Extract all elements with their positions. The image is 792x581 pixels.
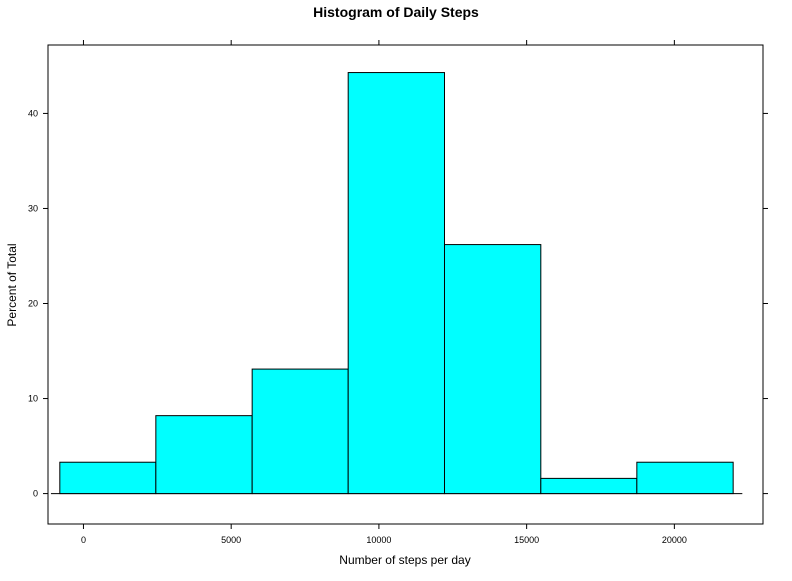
y-tick-label: 40 <box>28 108 38 118</box>
x-tick-label: 5000 <box>221 535 241 545</box>
y-tick-label: 20 <box>28 299 38 309</box>
x-tick-label: 10000 <box>366 535 391 545</box>
axis-ticks-group: 0 5000 10000 15000 20000 0 10 20 30 40 <box>28 40 768 545</box>
histogram-bar-3 <box>251 368 349 495</box>
y-tick-label: 0 <box>33 489 38 499</box>
histogram-bar-1 <box>59 461 157 495</box>
plot-frame <box>47 44 764 525</box>
x-tick-label: 0 <box>81 535 86 545</box>
histogram-bar-4 <box>347 72 446 495</box>
x-tick-label: 20000 <box>662 535 687 545</box>
histogram-bar-5 <box>444 244 542 495</box>
bars-group <box>50 72 743 495</box>
y-tick-label: 10 <box>28 394 38 404</box>
histogram-bar-2 <box>155 415 253 495</box>
histogram-bar-7 <box>636 461 734 495</box>
y-axis-label: Percent of Total <box>5 243 19 326</box>
y-tick-label: 30 <box>28 203 38 213</box>
x-tick-label: 15000 <box>514 535 539 545</box>
histogram-bar-6 <box>540 477 638 495</box>
x-axis-label: Number of steps per day <box>339 553 470 567</box>
chart-title: Histogram of Daily Steps <box>313 4 479 20</box>
